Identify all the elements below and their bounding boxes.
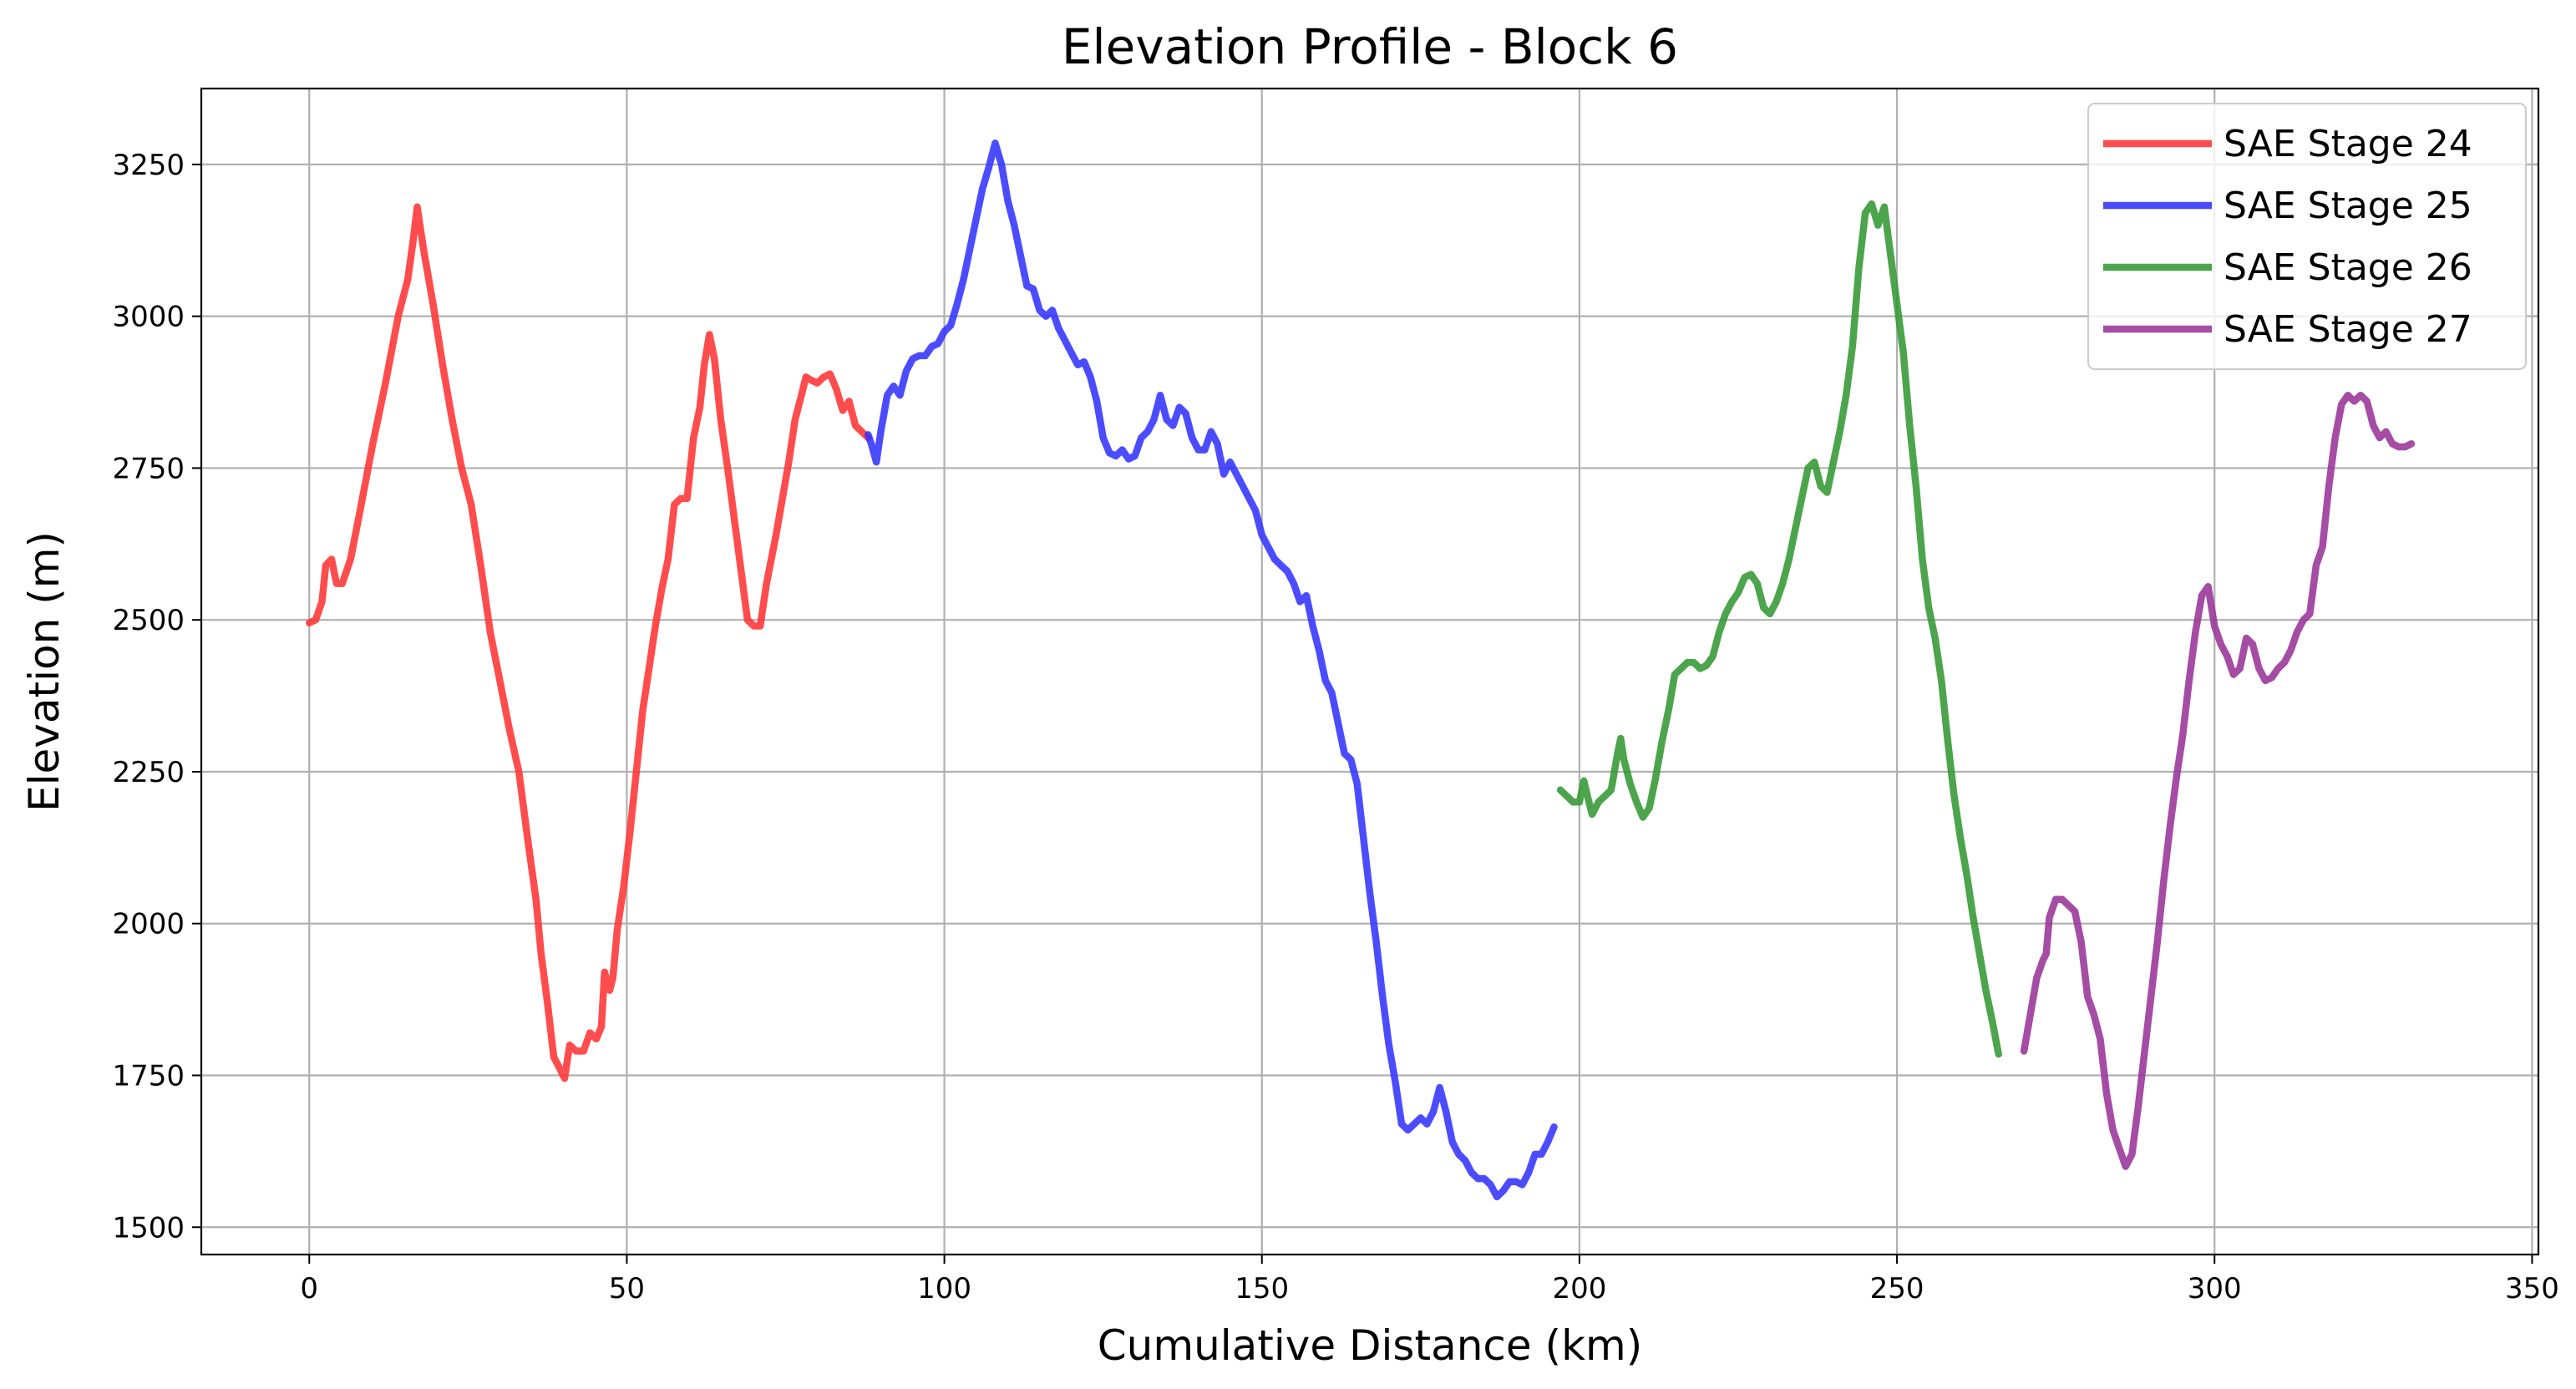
legend-label: SAE Stage 24 — [2224, 123, 2472, 165]
series-line-stage-27 — [2020, 391, 2416, 1170]
y-tick-label: 2750 — [112, 452, 185, 485]
x-tick-label: 100 — [917, 1272, 971, 1305]
y-tick-label: 1500 — [112, 1211, 185, 1245]
y-axis-ticks: 1500 1750 2000 2250 2500 2750 3000 3250 — [112, 149, 201, 1245]
legend-label: SAE Stage 25 — [2224, 185, 2472, 227]
x-axis-ticks: 0 50 100 150 200 250 300 350 — [300, 1255, 2559, 1305]
y-tick-label: 3250 — [112, 149, 185, 182]
series-line-stage-24 — [306, 203, 872, 1082]
y-axis-label: Elevation (m) — [20, 531, 68, 812]
series-lines — [306, 139, 2416, 1201]
x-tick-label: 300 — [2188, 1272, 2242, 1305]
x-axis-label: Cumulative Distance (km) — [1098, 1321, 1642, 1370]
x-tick-label: 350 — [2505, 1272, 2559, 1305]
y-tick-label: 3000 — [112, 301, 185, 334]
y-tick-label: 2250 — [112, 756, 185, 789]
y-tick-label: 2000 — [112, 908, 185, 941]
legend-label: SAE Stage 26 — [2224, 246, 2472, 289]
y-tick-label: 1750 — [112, 1060, 185, 1093]
plot-frame — [200, 87, 2540, 1256]
x-tick-label: 250 — [1870, 1272, 1924, 1305]
series-line-stage-26 — [1556, 200, 2002, 1058]
legend: SAE Stage 24 SAE Stage 25 SAE Stage 26 SAE … — [2087, 103, 2527, 370]
legend-label: SAE Stage 27 — [2224, 308, 2472, 351]
x-tick-label: 0 — [300, 1272, 318, 1305]
chart-title: Elevation Profile - Block 6 — [1062, 18, 1678, 75]
x-tick-label: 50 — [609, 1272, 645, 1305]
series-line-stage-25 — [865, 139, 1558, 1201]
x-tick-label: 150 — [1235, 1272, 1289, 1305]
y-tick-label: 2500 — [112, 604, 185, 637]
legend-box — [2087, 103, 2527, 370]
x-tick-label: 200 — [1552, 1272, 1606, 1305]
